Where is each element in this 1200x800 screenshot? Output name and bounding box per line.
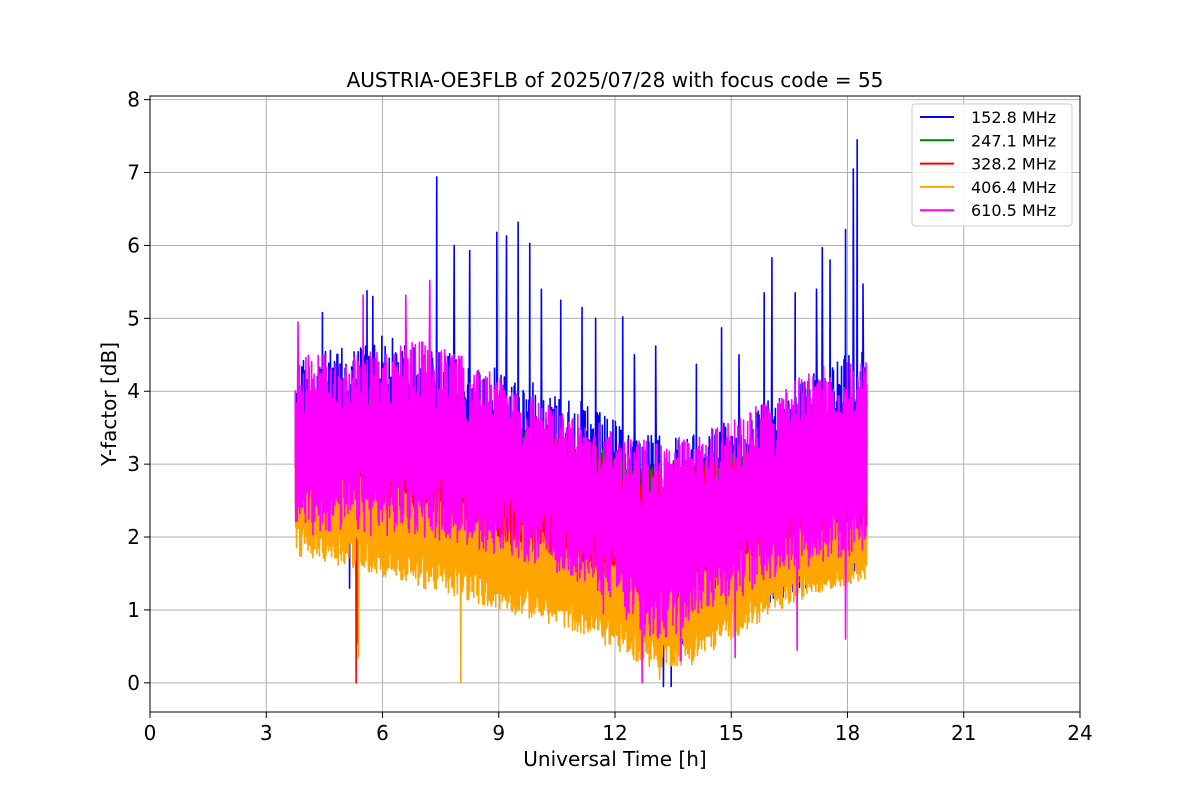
- series-line-406-4-mhz: [294, 463, 868, 684]
- y-tick-label: 1: [127, 598, 140, 622]
- x-tick-label: 24: [1067, 721, 1092, 745]
- y-tick-label: 8: [127, 88, 140, 112]
- legend-label: 328.2 MHz: [971, 155, 1056, 174]
- y-tick-label: 3: [127, 452, 140, 476]
- legend-box: [911, 103, 1073, 227]
- y-tick-label: 6: [127, 233, 140, 257]
- x-axis-label: Universal Time [h]: [523, 747, 706, 771]
- chart-title: AUSTRIA-OE3FLB of 2025/07/28 with focus …: [347, 68, 884, 92]
- x-tick-label: 0: [144, 721, 157, 745]
- legend-label: 152.8 MHz: [971, 108, 1056, 127]
- y-tick-label: 0: [127, 671, 140, 695]
- y-tick-label: 7: [127, 161, 140, 185]
- x-tick-label: 3: [260, 721, 273, 745]
- y-axis-label: Y-factor [dB]: [97, 342, 121, 467]
- y-tick-label: 4: [127, 379, 140, 403]
- x-tick-label: 6: [376, 721, 389, 745]
- x-tick-label: 18: [835, 721, 860, 745]
- series-layer: [294, 138, 868, 688]
- legend-label: 610.5 MHz: [971, 201, 1056, 220]
- x-tick-label: 21: [951, 721, 976, 745]
- x-tick-label: 12: [602, 721, 627, 745]
- y-tick-label: 2: [127, 525, 140, 549]
- y-tick-label: 5: [127, 306, 140, 330]
- series-line-610-5-mhz: [294, 279, 868, 684]
- legend: 152.8 MHz 247.1 MHz 328.2 MHz 406.4 MHz 610.…: [911, 103, 1073, 227]
- x-tick-label: 9: [492, 721, 505, 745]
- legend-label: 247.1 MHz: [971, 131, 1056, 150]
- x-tick-label: 15: [719, 721, 744, 745]
- legend-label: 406.4 MHz: [971, 178, 1056, 197]
